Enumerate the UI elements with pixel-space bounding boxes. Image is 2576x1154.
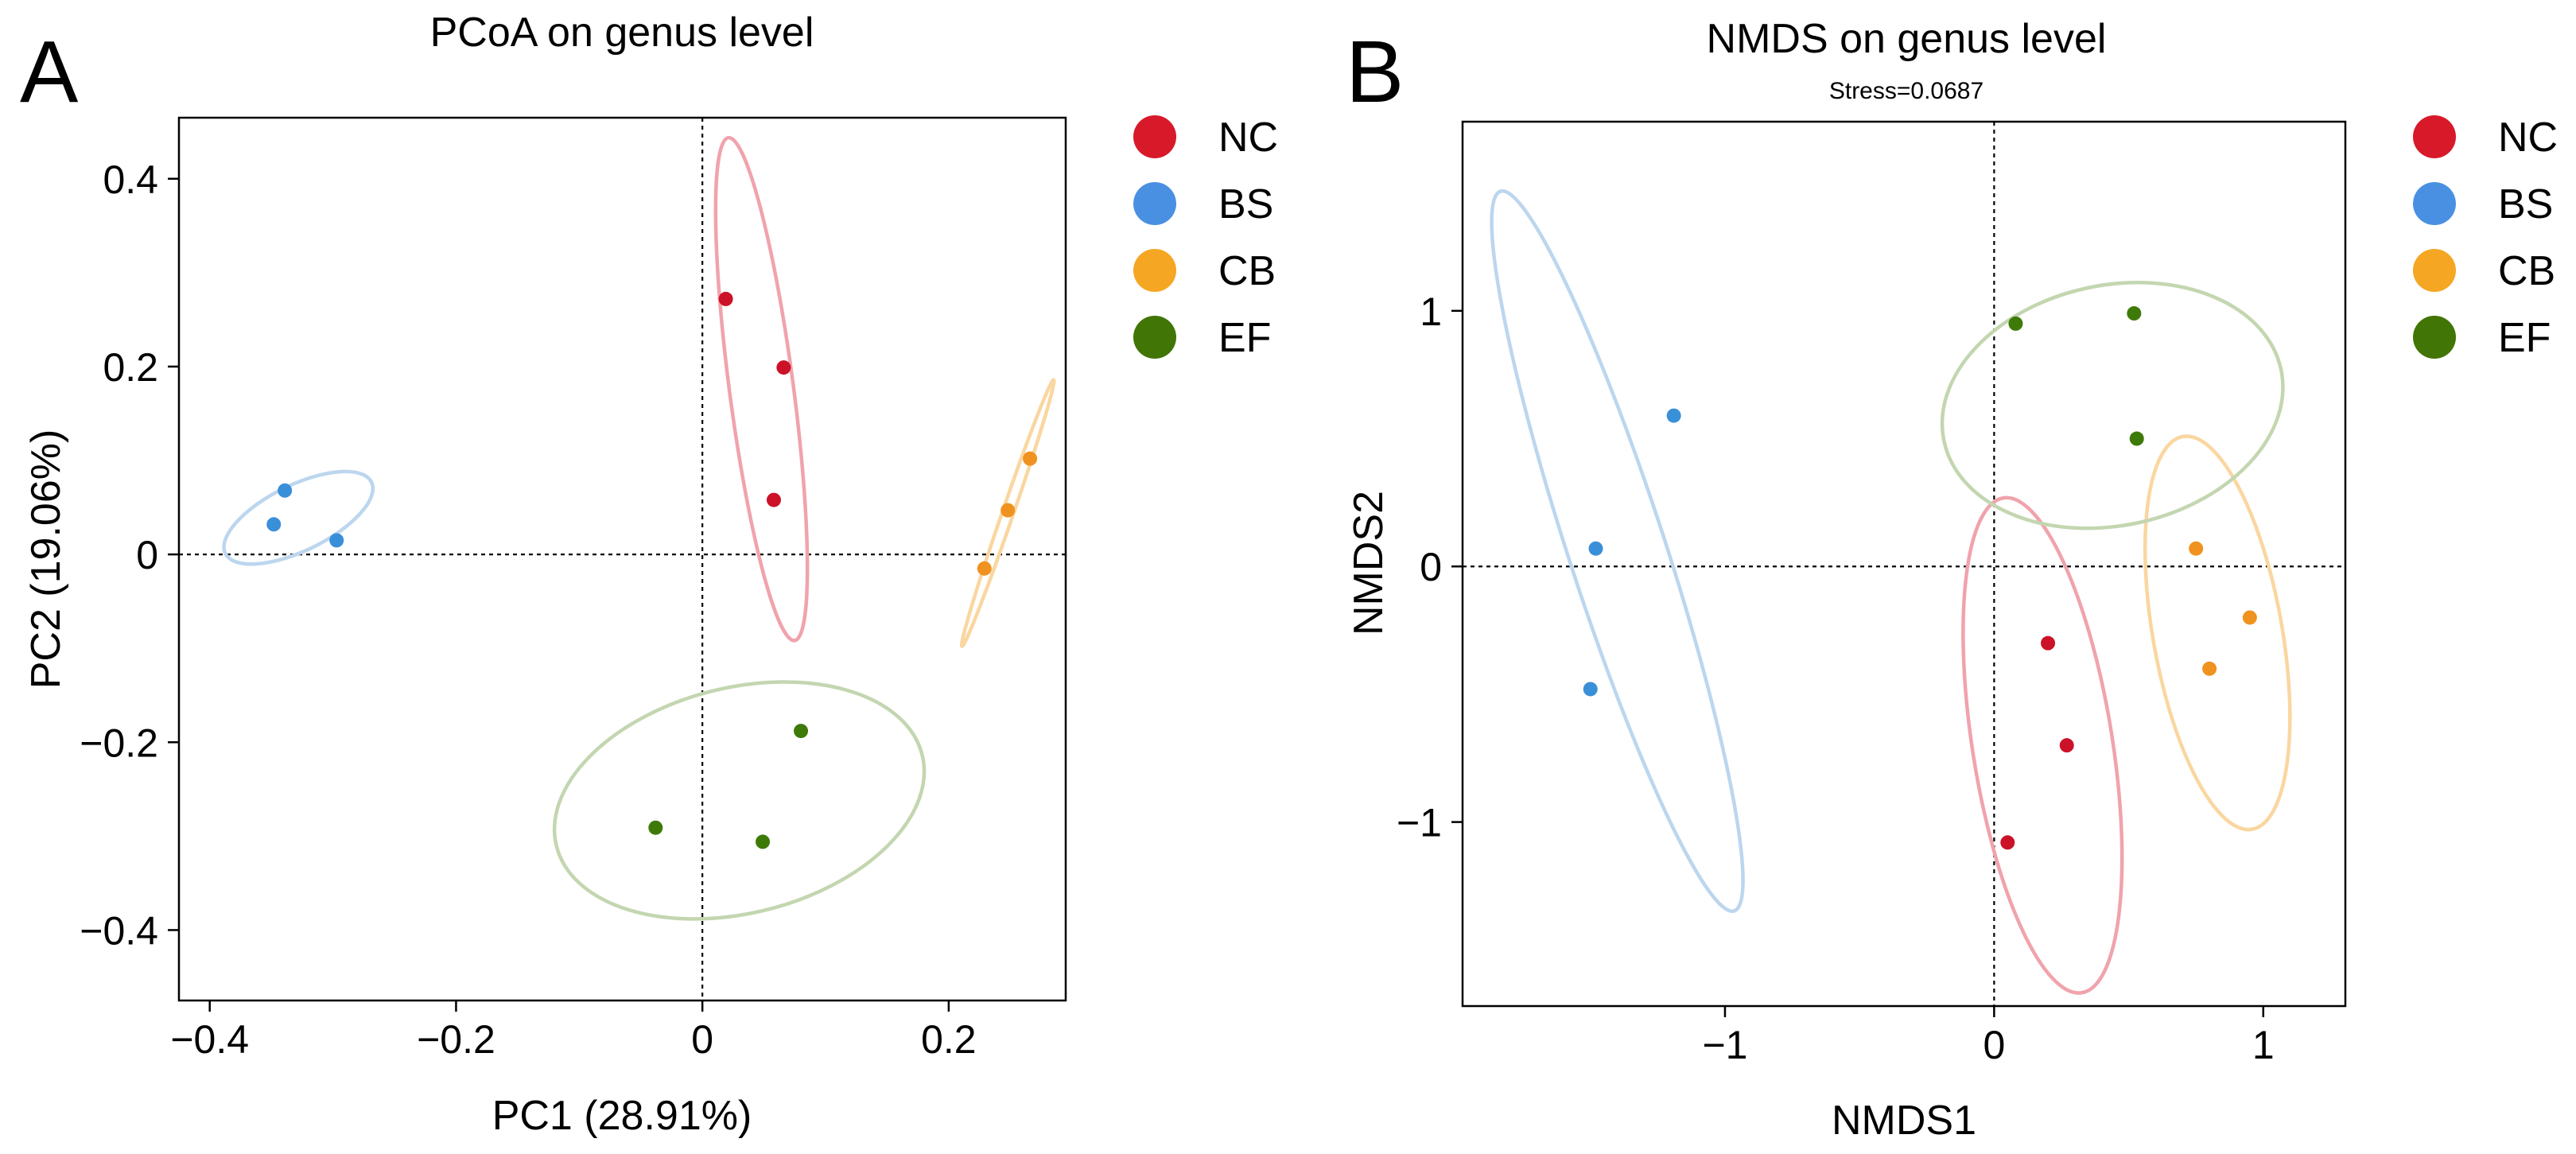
panel-a-y-tick-label-2: 0 <box>136 533 158 577</box>
panel-a-legend-swatch-nc <box>1133 115 1176 158</box>
panel-a-x-ticks: −0.4 −0.2 0 0.2 <box>170 1001 977 1062</box>
panel-a-x-tick-label-2: 0 <box>691 1017 713 1062</box>
panel-a-x-axis-label: PC1 (28.91%) <box>492 1093 752 1139</box>
panel-b-x-axis-label: NMDS1 <box>1832 1098 1976 1144</box>
panel-a-legend-label-ef: EF <box>1218 315 1271 361</box>
panel-b-legend-swatch-cb <box>2413 249 2456 292</box>
panel-b: B NMDS on genus level Stress=0.0687 −1 0 1… <box>1346 16 2558 1144</box>
panel-b-ellipse-cb <box>2143 434 2292 832</box>
panel-a-point-nc-1 <box>718 291 733 306</box>
panel-b-x-tick-label-0: −1 <box>1702 1023 1747 1067</box>
panel-a-legend-label-nc: NC <box>1218 115 1278 161</box>
panel-a-ellipse-ef <box>552 680 927 921</box>
panel-b-point-ef-1 <box>2008 316 2023 331</box>
panel-a-point-cb-1 <box>1023 451 1038 466</box>
panel-a-ellipse-nc <box>713 135 810 643</box>
panel-b-y-tick-label-0: −1 <box>1397 801 1442 845</box>
panel-b-point-ef-3 <box>2129 431 2144 446</box>
panel-a-y-tick-label-1: −0.2 <box>80 721 158 765</box>
panel-b-point-cb-2 <box>2242 610 2257 625</box>
panel-b-ellipse-bs <box>1490 188 1745 913</box>
panel-b-legend-swatch-bs <box>2413 182 2456 225</box>
panel-a-legend-swatch-cb <box>1133 249 1176 292</box>
panel-b-title: NMDS on genus level <box>1707 16 2107 62</box>
panel-b-point-bs-3 <box>1583 682 1598 697</box>
panel-a-legend: NC BS CB EF <box>1133 115 1278 361</box>
panel-a-legend-swatch-bs <box>1133 182 1176 225</box>
panel-a-x-tick-label-3: 0.2 <box>921 1017 977 1062</box>
panel-b-points <box>1583 306 2257 850</box>
panel-b-legend: NC BS CB EF <box>2413 115 2558 361</box>
panel-b-letter: B <box>1346 23 1404 121</box>
panel-a-y-tick-label-4: 0.4 <box>103 157 158 202</box>
panel-b-point-bs-1 <box>1666 408 1681 423</box>
panel-a-legend-label-bs: BS <box>1218 181 1273 227</box>
panel-b-point-cb-3 <box>2202 661 2217 676</box>
panel-b-legend-swatch-nc <box>2413 115 2456 158</box>
panel-a-title: PCoA on genus level <box>430 10 814 56</box>
panel-a-y-ticks: −0.4 −0.2 0 0.2 0.4 <box>80 157 179 953</box>
panel-a-legend-label-cb: CB <box>1218 248 1276 294</box>
panel-a-point-bs-1 <box>278 483 293 498</box>
panel-b-ellipse-ef <box>1940 281 2285 530</box>
panel-a-point-cb-2 <box>1000 503 1016 518</box>
panel-b-y-ticks: −1 0 1 <box>1397 289 1463 845</box>
panel-a-y-tick-label-0: −0.4 <box>80 908 158 953</box>
panel-b-reference-lines <box>1463 122 2345 1006</box>
panel-b-x-ticks: −1 0 1 <box>1702 1006 2275 1067</box>
panel-b-point-bs-2 <box>1588 541 1603 556</box>
panel-b-point-nc-2 <box>2059 738 2074 753</box>
panel-a-point-ef-1 <box>794 724 809 739</box>
panel-b-x-tick-label-2: 1 <box>2252 1023 2275 1067</box>
panel-a-point-nc-2 <box>776 360 791 375</box>
panel-a-point-bs-2 <box>266 517 282 532</box>
panel-a-ellipse-bs <box>222 469 375 566</box>
panel-a-y-tick-label-3: 0.2 <box>103 345 158 390</box>
panel-a-point-cb-3 <box>977 561 992 576</box>
panel-a-letter: A <box>20 23 79 121</box>
panel-a-points <box>266 291 1038 849</box>
panel-b-plot-frame <box>1461 120 2347 1008</box>
panel-a-point-nc-3 <box>766 492 781 507</box>
panel-a-point-ef-2 <box>756 834 771 849</box>
panel-b-ellipses <box>1490 188 2292 995</box>
panel-b-y-tick-label-1: 0 <box>1420 545 1442 589</box>
panel-b-point-cb-1 <box>2189 541 2204 556</box>
panel-a-y-axis-label: PC2 (19.06%) <box>23 429 69 690</box>
panel-a-point-ef-3 <box>648 820 663 835</box>
panel-b-legend-label-nc: NC <box>2498 115 2558 161</box>
panel-b-legend-label-cb: CB <box>2498 248 2555 294</box>
panel-a: A PCoA on genus level −0.4 −0.2 0 0.2 −0.4−… <box>20 10 1278 1139</box>
panel-a-plot-frame <box>177 116 1067 1002</box>
panel-b-y-tick-label-2: 1 <box>1420 289 1442 334</box>
panel-a-legend-swatch-ef <box>1133 316 1176 359</box>
panel-b-point-nc-1 <box>2041 635 2056 651</box>
panel-b-ellipse-nc <box>1961 495 2124 995</box>
panel-b-point-nc-3 <box>2000 835 2015 850</box>
panel-a-point-bs-3 <box>329 533 344 548</box>
panel-a-x-tick-label-0: −0.4 <box>170 1017 249 1062</box>
panel-b-legend-label-ef: EF <box>2498 315 2551 361</box>
panel-a-x-tick-label-1: −0.2 <box>417 1017 495 1062</box>
panel-b-y-axis-label: NMDS2 <box>1346 491 1392 635</box>
panel-b-x-tick-label-1: 0 <box>1983 1023 2005 1067</box>
panel-b-legend-label-bs: BS <box>2498 181 2553 227</box>
panel-b-point-ef-2 <box>2127 306 2142 321</box>
panel-b-subtitle: Stress=0.0687 <box>1829 78 1983 104</box>
panel-a-reference-lines <box>179 118 1066 1001</box>
panel-b-legend-swatch-ef <box>2413 316 2456 359</box>
